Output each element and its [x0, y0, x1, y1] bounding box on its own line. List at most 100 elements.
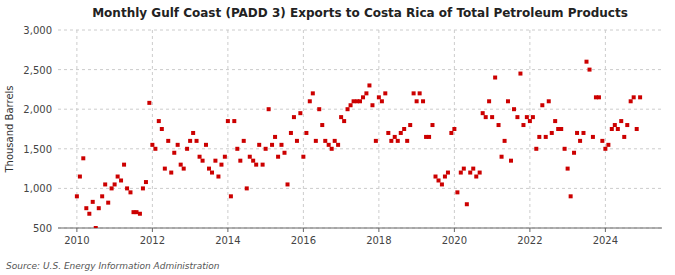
point — [235, 147, 239, 151]
point — [405, 139, 409, 143]
point — [361, 95, 365, 99]
point — [575, 131, 579, 135]
point — [304, 131, 308, 135]
point — [176, 143, 180, 147]
point — [544, 135, 548, 139]
point — [471, 167, 475, 171]
point — [569, 194, 573, 198]
point — [333, 139, 337, 143]
point — [484, 115, 488, 119]
point — [389, 139, 393, 143]
point — [455, 190, 459, 194]
point — [106, 201, 110, 205]
point — [311, 91, 315, 95]
point — [500, 155, 504, 159]
point — [396, 139, 400, 143]
point — [421, 99, 425, 103]
point — [138, 212, 142, 216]
point — [210, 171, 214, 175]
point — [182, 167, 186, 171]
point — [578, 139, 582, 143]
point — [116, 175, 120, 179]
point — [87, 212, 91, 216]
point — [226, 119, 230, 123]
point — [393, 135, 397, 139]
point — [298, 111, 302, 115]
point — [606, 143, 610, 147]
point — [588, 68, 592, 72]
point — [166, 139, 170, 143]
point — [503, 139, 507, 143]
point — [386, 131, 390, 135]
point — [418, 91, 422, 95]
point — [497, 123, 501, 127]
point — [141, 186, 145, 190]
point — [358, 99, 362, 103]
point — [185, 147, 189, 151]
point — [408, 123, 412, 127]
point — [327, 143, 331, 147]
point — [289, 131, 293, 135]
chart: Monthly Gulf Coast (PADD 3) Exports to C… — [0, 0, 675, 275]
y-tick-label: 3,000 — [23, 25, 52, 36]
source-note: Source: U.S. Energy Information Administ… — [6, 261, 220, 271]
point — [364, 91, 368, 95]
point — [339, 115, 343, 119]
point — [629, 99, 633, 103]
x-tick-label: 2020 — [442, 235, 467, 246]
point — [223, 155, 227, 159]
x-grid-line — [227, 30, 228, 228]
point — [462, 167, 466, 171]
point — [635, 127, 639, 131]
point — [169, 171, 173, 175]
point — [610, 127, 614, 131]
point — [342, 119, 346, 123]
y-grid-line — [58, 188, 662, 189]
point — [78, 175, 82, 179]
point — [597, 95, 601, 99]
point — [160, 127, 164, 131]
point — [270, 143, 274, 147]
point — [506, 99, 510, 103]
point — [415, 99, 419, 103]
point — [251, 159, 255, 163]
x-grid-line — [529, 30, 530, 228]
point — [377, 95, 381, 99]
x-tick — [454, 228, 455, 232]
point — [81, 156, 85, 160]
point — [512, 107, 516, 111]
y-axis-label: Thousand Barrels — [4, 85, 15, 173]
y-tick-label: 1,000 — [23, 183, 52, 194]
point — [625, 123, 629, 127]
point — [320, 123, 324, 127]
point — [254, 163, 258, 167]
point — [279, 143, 283, 147]
point — [308, 99, 312, 103]
point — [452, 127, 456, 131]
point — [100, 194, 104, 198]
point — [204, 143, 208, 147]
point — [430, 123, 434, 127]
point — [245, 186, 249, 190]
point — [559, 127, 563, 131]
x-tick-label: 2014 — [215, 235, 240, 246]
y-tick-label: 2,000 — [23, 104, 52, 115]
point — [75, 194, 79, 198]
point — [267, 107, 271, 111]
y-grid-line — [58, 148, 662, 149]
point — [563, 147, 567, 151]
point — [493, 76, 497, 80]
point — [402, 127, 406, 131]
y-grid-line — [58, 228, 662, 229]
point — [581, 131, 585, 135]
point — [474, 175, 478, 179]
x-tick-label: 2018 — [366, 235, 391, 246]
point — [213, 159, 217, 163]
point — [201, 159, 205, 163]
point — [119, 178, 123, 182]
point — [188, 139, 192, 143]
point — [144, 180, 148, 184]
point — [572, 151, 576, 155]
point — [566, 167, 570, 171]
x-tick-label: 2010 — [64, 235, 89, 246]
